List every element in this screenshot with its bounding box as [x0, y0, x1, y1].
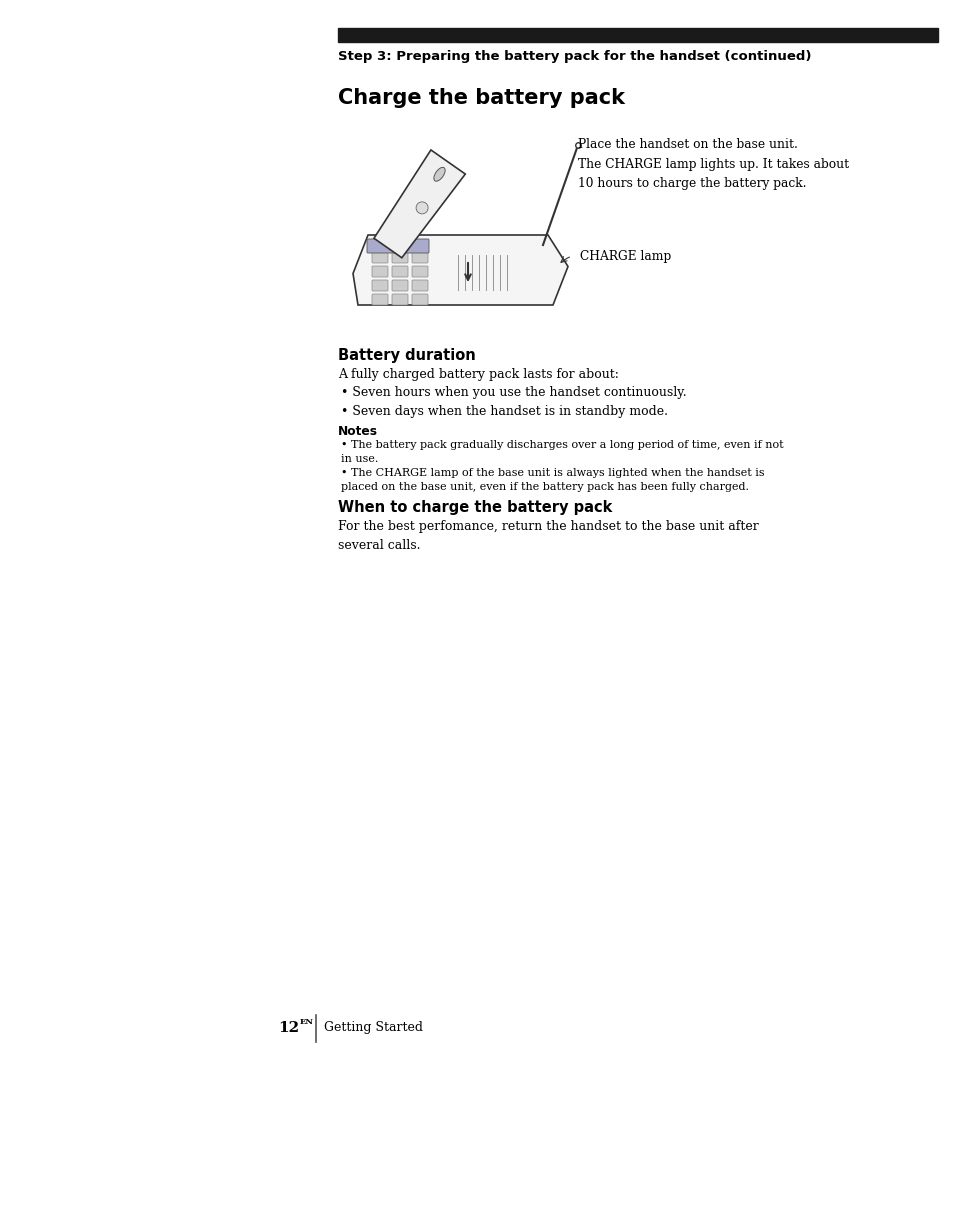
Polygon shape	[374, 150, 465, 258]
Text: Notes: Notes	[337, 425, 377, 438]
Text: A fully charged battery pack lasts for about:: A fully charged battery pack lasts for a…	[337, 368, 618, 381]
FancyBboxPatch shape	[412, 252, 428, 263]
Text: For the best perfomance, return the handset to the base unit after
several calls: For the best perfomance, return the hand…	[337, 520, 758, 552]
FancyBboxPatch shape	[412, 294, 428, 304]
Text: CHARGE lamp: CHARGE lamp	[579, 250, 671, 263]
FancyBboxPatch shape	[372, 252, 388, 263]
FancyBboxPatch shape	[367, 239, 429, 253]
FancyBboxPatch shape	[412, 266, 428, 276]
FancyBboxPatch shape	[372, 266, 388, 276]
Text: When to charge the battery pack: When to charge the battery pack	[337, 501, 612, 515]
Text: • The CHARGE lamp of the base unit is always lighted when the handset is
placed : • The CHARGE lamp of the base unit is al…	[340, 468, 763, 492]
Text: • Seven hours when you use the handset continuously.: • Seven hours when you use the handset c…	[340, 386, 686, 400]
Circle shape	[416, 202, 428, 214]
Bar	[337, 28, 937, 41]
FancyBboxPatch shape	[372, 280, 388, 291]
FancyBboxPatch shape	[392, 280, 408, 291]
Text: 12: 12	[277, 1021, 299, 1035]
Text: • The battery pack gradually discharges over a long period of time, even if not
: • The battery pack gradually discharges …	[340, 440, 782, 464]
Text: Step 3: Preparing the battery pack for the handset (continued): Step 3: Preparing the battery pack for t…	[337, 50, 811, 63]
Text: Charge the battery pack: Charge the battery pack	[337, 88, 624, 108]
Text: Battery duration: Battery duration	[337, 348, 476, 363]
Ellipse shape	[434, 167, 445, 181]
Text: • Seven days when the handset is in standby mode.: • Seven days when the handset is in stan…	[340, 406, 667, 418]
FancyBboxPatch shape	[372, 294, 388, 304]
Text: The CHARGE lamp lights up. It takes about
10 hours to charge the battery pack.: The CHARGE lamp lights up. It takes abou…	[578, 158, 848, 190]
Text: Getting Started: Getting Started	[324, 1022, 422, 1034]
Polygon shape	[353, 235, 567, 304]
Text: Place the handset on the base unit.: Place the handset on the base unit.	[578, 138, 797, 151]
Text: EN: EN	[299, 1018, 314, 1026]
FancyBboxPatch shape	[392, 252, 408, 263]
FancyBboxPatch shape	[392, 294, 408, 304]
FancyBboxPatch shape	[412, 280, 428, 291]
FancyBboxPatch shape	[392, 266, 408, 276]
